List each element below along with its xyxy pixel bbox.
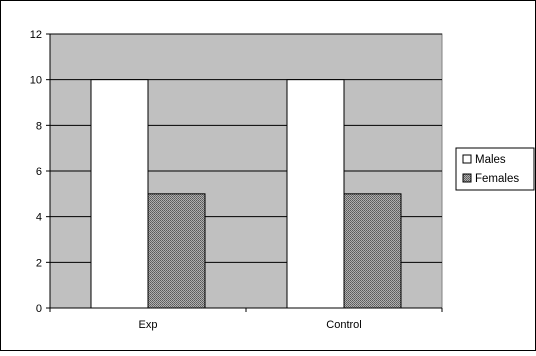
legend-label-females: Females	[475, 173, 519, 185]
bars	[90, 79, 402, 309]
bar-males-exp	[90, 79, 149, 309]
bar-females-exp	[147, 193, 206, 309]
y-tick-label: 8	[36, 120, 42, 132]
legend-swatch-females	[462, 173, 472, 183]
bar-males-control	[286, 79, 345, 309]
legend: Males Females	[455, 147, 535, 191]
bar-females-control	[343, 193, 402, 309]
x-tick-label: Exp	[139, 319, 158, 331]
x-axis-ticks: Exp Control	[49, 308, 443, 331]
y-axis-ticks: 0 2 4 6 8 10 12	[30, 29, 50, 315]
y-tick-label: 2	[36, 257, 42, 269]
y-tick-label: 12	[30, 29, 42, 41]
x-tick-label: Control	[326, 319, 361, 331]
legend-swatch-males	[462, 154, 472, 164]
y-tick-label: 0	[36, 303, 42, 315]
y-tick-label: 4	[36, 212, 42, 224]
y-tick-label: 6	[36, 166, 42, 178]
legend-label-males: Males	[475, 154, 506, 166]
y-tick-label: 10	[30, 75, 42, 87]
